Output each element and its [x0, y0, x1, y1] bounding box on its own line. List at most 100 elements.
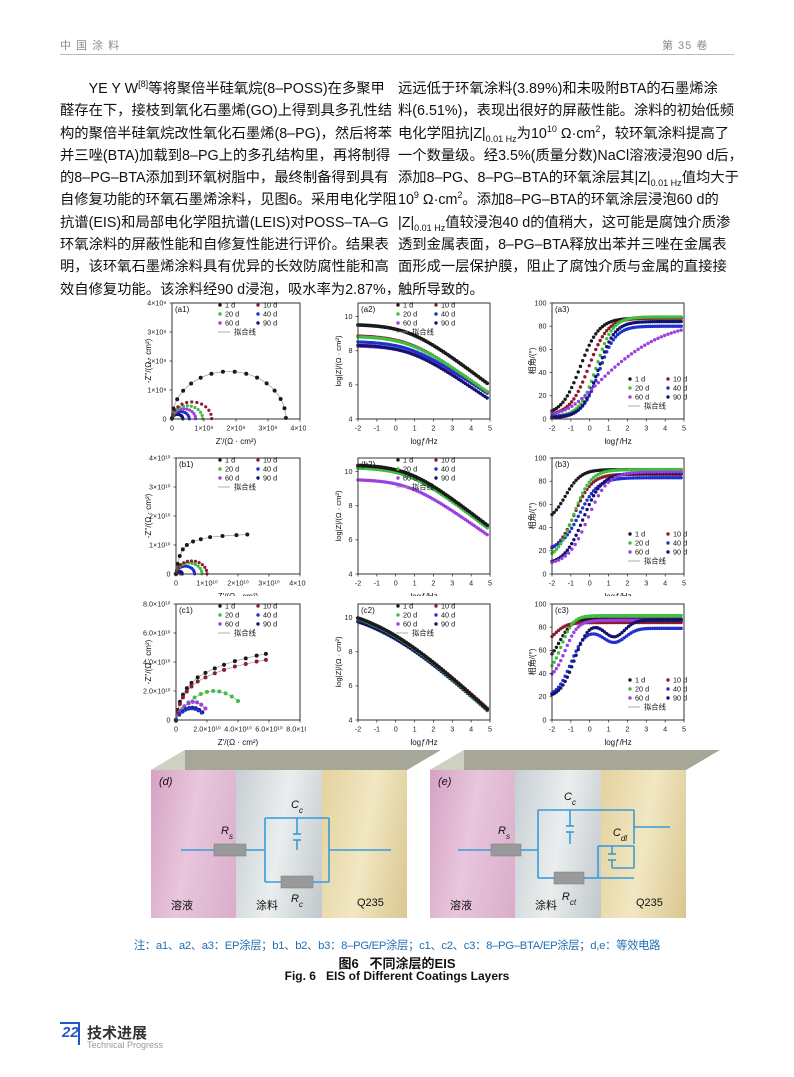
svg-text:-1: -1 — [568, 424, 574, 433]
svg-text:40: 40 — [539, 523, 547, 532]
svg-text:3×10⁹: 3×10⁹ — [258, 424, 277, 433]
svg-text:(c3): (c3) — [555, 606, 569, 615]
svg-text:90 d: 90 d — [441, 319, 455, 328]
svg-text:(c1): (c1) — [179, 606, 193, 615]
svg-text:5: 5 — [488, 579, 492, 588]
svg-text:0: 0 — [543, 569, 547, 578]
svg-text:20 d: 20 d — [403, 310, 417, 319]
svg-text:0: 0 — [163, 414, 167, 423]
svg-text:4: 4 — [469, 424, 473, 433]
svg-text:Rct: Rct — [562, 891, 577, 907]
svg-text:10 d: 10 d — [673, 375, 687, 384]
svg-text:(b3): (b3) — [555, 460, 570, 469]
svg-text:90 d: 90 d — [263, 620, 277, 629]
svg-text:-2: -2 — [549, 424, 555, 433]
svg-text:3: 3 — [644, 579, 648, 588]
svg-text:1: 1 — [607, 424, 611, 433]
svg-text:(a3): (a3) — [555, 305, 570, 314]
svg-text:2: 2 — [625, 579, 629, 588]
svg-text:0: 0 — [167, 715, 171, 724]
svg-text:-Z''/(Ω · cm²): -Z''/(Ω · cm²) — [144, 493, 153, 538]
svg-text:90 d: 90 d — [673, 548, 687, 557]
svg-text:40 d: 40 d — [673, 384, 687, 393]
svg-text:log|Z|/(Ω · cm²): log|Z|/(Ω · cm²) — [334, 636, 343, 687]
svg-text:3: 3 — [450, 424, 454, 433]
svg-text:拟合线: 拟合线 — [412, 328, 435, 337]
svg-text:(c2): (c2) — [361, 606, 375, 615]
svg-text:Cc: Cc — [291, 799, 303, 815]
svg-text:6.0×10¹⁰: 6.0×10¹⁰ — [255, 725, 283, 734]
svg-text:8: 8 — [349, 346, 353, 355]
svg-text:40 d: 40 d — [263, 611, 277, 620]
svg-text:log|Z|/(Ω · cm²): log|Z|/(Ω · cm²) — [334, 335, 343, 386]
svg-text:60 d: 60 d — [635, 393, 649, 402]
svg-text:8: 8 — [349, 501, 353, 510]
svg-text:4: 4 — [469, 579, 473, 588]
svg-text:拟合线: 拟合线 — [644, 557, 667, 566]
svg-text:3×10¹⁰: 3×10¹⁰ — [258, 579, 280, 588]
svg-text:3×10¹⁰: 3×10¹⁰ — [149, 482, 171, 491]
svg-text:4.0×10¹⁰: 4.0×10¹⁰ — [224, 725, 252, 734]
svg-text:1: 1 — [413, 424, 417, 433]
svg-text:4: 4 — [349, 569, 353, 578]
svg-text:10 d: 10 d — [441, 301, 455, 310]
svg-text:4×10¹⁰: 4×10¹⁰ — [149, 453, 171, 462]
svg-text:1 d: 1 d — [225, 456, 235, 465]
svg-text:3: 3 — [644, 424, 648, 433]
svg-text:3: 3 — [450, 579, 454, 588]
svg-text:60 d: 60 d — [225, 319, 239, 328]
svg-text:2.0×10¹⁰: 2.0×10¹⁰ — [193, 725, 221, 734]
svg-text:20: 20 — [539, 546, 547, 555]
svg-text:-2: -2 — [549, 725, 555, 734]
svg-text:-1: -1 — [568, 725, 574, 734]
svg-text:-2: -2 — [355, 725, 361, 734]
svg-text:40 d: 40 d — [673, 685, 687, 694]
svg-text:6: 6 — [349, 380, 353, 389]
svg-text:Rs: Rs — [498, 825, 510, 841]
svg-text:20 d: 20 d — [403, 611, 417, 620]
svg-text:10 d: 10 d — [263, 602, 277, 611]
svg-text:1: 1 — [607, 725, 611, 734]
svg-text:拟合线: 拟合线 — [234, 328, 257, 337]
svg-text:4×10⁹: 4×10⁹ — [290, 424, 306, 433]
svg-text:40 d: 40 d — [441, 611, 455, 620]
svg-text:1 d: 1 d — [635, 375, 645, 384]
svg-text:10: 10 — [345, 613, 353, 622]
svg-text:90 d: 90 d — [263, 474, 277, 483]
svg-text:0: 0 — [167, 569, 171, 578]
svg-text:logƒ/Hz: logƒ/Hz — [604, 437, 631, 446]
svg-text:logƒ/Hz: logƒ/Hz — [410, 437, 437, 446]
svg-text:(b2): (b2) — [361, 460, 376, 469]
svg-text:80: 80 — [539, 623, 547, 632]
svg-text:1 d: 1 d — [403, 456, 413, 465]
svg-text:6.0×10¹⁰: 6.0×10¹⁰ — [143, 628, 171, 637]
svg-text:5: 5 — [488, 424, 492, 433]
svg-text:3: 3 — [450, 725, 454, 734]
svg-text:(b1): (b1) — [179, 460, 194, 469]
svg-text:4: 4 — [469, 725, 473, 734]
svg-text:-1: -1 — [374, 579, 380, 588]
svg-text:-1: -1 — [568, 579, 574, 588]
svg-text:1×10⁹: 1×10⁹ — [147, 385, 166, 394]
svg-text:0: 0 — [174, 725, 178, 734]
svg-text:10 d: 10 d — [441, 456, 455, 465]
svg-text:拟合线: 拟合线 — [412, 629, 435, 638]
svg-text:20 d: 20 d — [225, 310, 239, 319]
svg-text:2×10¹⁰: 2×10¹⁰ — [227, 579, 249, 588]
svg-text:20: 20 — [539, 692, 547, 701]
svg-text:40: 40 — [539, 669, 547, 678]
svg-text:1: 1 — [413, 725, 417, 734]
svg-text:-2: -2 — [549, 579, 555, 588]
svg-text:4×10¹⁰: 4×10¹⁰ — [289, 579, 306, 588]
svg-text:4: 4 — [349, 414, 353, 423]
svg-text:1 d: 1 d — [225, 301, 235, 310]
svg-text:60 d: 60 d — [225, 620, 239, 629]
svg-text:1×10¹⁰: 1×10¹⁰ — [196, 579, 218, 588]
svg-text:2: 2 — [431, 424, 435, 433]
svg-text:40 d: 40 d — [441, 465, 455, 474]
svg-text:4: 4 — [349, 715, 353, 724]
svg-text:6: 6 — [349, 681, 353, 690]
svg-text:-Z''/(Ω · cm²): -Z''/(Ω · cm²) — [144, 639, 153, 684]
svg-text:0: 0 — [170, 424, 174, 433]
svg-text:Z'/(Ω · cm²): Z'/(Ω · cm²) — [216, 437, 257, 446]
